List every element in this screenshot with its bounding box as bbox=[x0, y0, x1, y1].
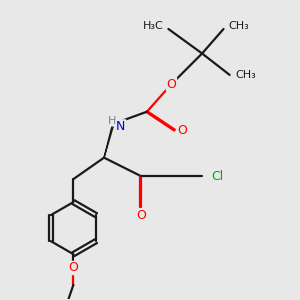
Text: H: H bbox=[107, 116, 116, 126]
Text: O: O bbox=[177, 124, 187, 136]
Text: O: O bbox=[167, 78, 176, 91]
Text: CH₃: CH₃ bbox=[228, 21, 249, 31]
Text: Cl: Cl bbox=[211, 169, 224, 182]
Text: O: O bbox=[68, 262, 78, 275]
Text: CH₃: CH₃ bbox=[236, 70, 256, 80]
Text: O: O bbox=[136, 209, 146, 222]
Polygon shape bbox=[104, 124, 114, 158]
Text: N: N bbox=[116, 120, 126, 133]
Text: H₃C: H₃C bbox=[143, 21, 164, 31]
